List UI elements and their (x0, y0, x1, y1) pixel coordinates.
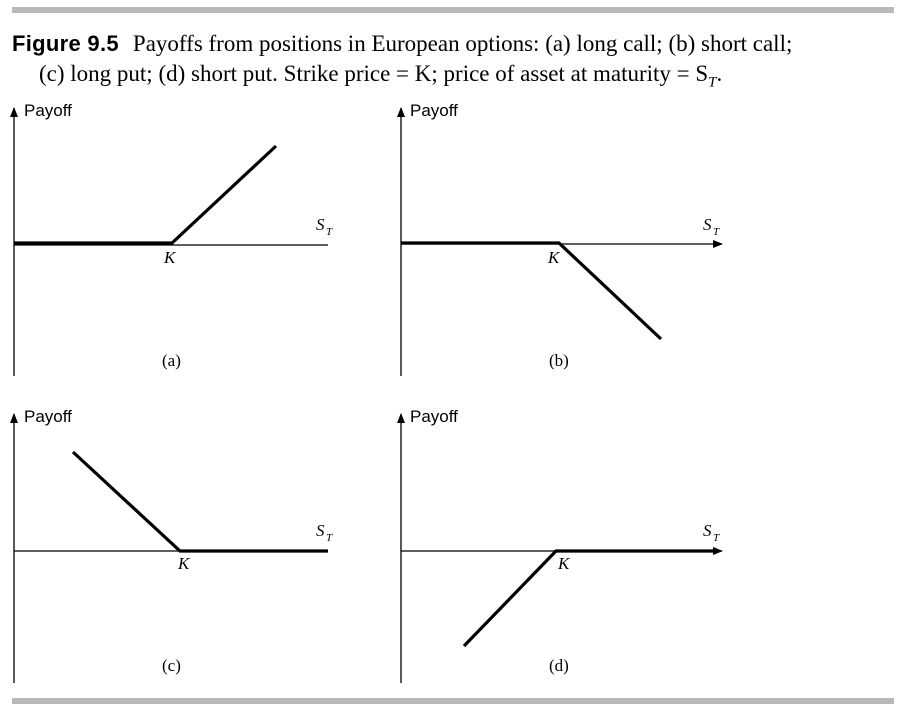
panel-b-payoff-line (401, 241, 663, 341)
caption-text-1: Payoffs from positions in European optio… (132, 31, 793, 56)
bottom-rule (12, 698, 894, 704)
panel-b-strike-label: K (547, 248, 561, 267)
panel-c-payoff-line (71, 450, 328, 553)
panel-a-label: (a) (162, 351, 181, 370)
caption-line-1: Figure 9.5 Payoffs from positions in Euro… (12, 29, 898, 59)
panel-a: Payoff K S T (a) (10, 101, 333, 376)
panel-a-price-subscript: T (326, 226, 333, 238)
panel-d-payoff-label: Payoff (410, 407, 458, 426)
figure-caption: Figure 9.5 Payoffs from positions in Euro… (12, 29, 898, 98)
panel-a-strike-label: K (163, 248, 177, 267)
caption-text-2-end: . (716, 61, 723, 86)
panel-b-price-subscript: T (713, 226, 720, 238)
panel-a-payoff-line (14, 144, 278, 245)
caption-text-2: (c) long put; (d) short put. Strike pric… (39, 61, 709, 86)
panel-a-payoff-label: Payoff (24, 101, 72, 120)
panel-d-strike-label: K (557, 554, 571, 573)
top-rule (12, 7, 894, 13)
panel-d-price-label: S (703, 521, 712, 540)
panel-d-price-subscript: T (713, 532, 720, 544)
panel-d: Payoff K S T (d) (397, 407, 723, 683)
panel-c-strike-label: K (177, 554, 191, 573)
panel-d-payoff-line (462, 549, 714, 648)
panel-c-price-subscript: T (326, 532, 333, 544)
panel-b-payoff-label: Payoff (410, 101, 458, 120)
figure-label: Figure 9.5 (12, 31, 119, 56)
panel-d-label: (d) (549, 656, 569, 675)
panel-b: Payoff K S T (b) (397, 101, 723, 376)
caption-line-2: (c) long put; (d) short put. Strike pric… (12, 59, 898, 98)
panel-a-price-label: S (316, 215, 325, 234)
panel-b-label: (b) (549, 351, 569, 370)
panel-c-price-label: S (316, 521, 325, 540)
panel-c-label: (c) (162, 656, 181, 675)
panel-b-price-label: S (703, 215, 712, 234)
caption-subscript: T (708, 74, 717, 91)
panel-c-payoff-label: Payoff (24, 407, 72, 426)
panel-c: Payoff K S T (c) (10, 407, 333, 683)
